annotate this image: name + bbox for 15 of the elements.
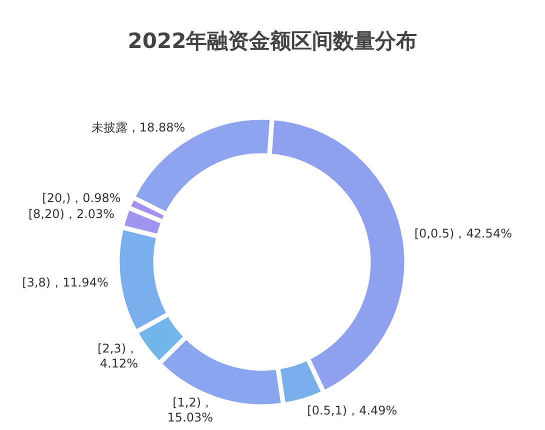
data-label: ，2.03% xyxy=(64,207,115,222)
slice-label: [0.5,1) xyxy=(307,403,348,418)
slice-label: [0,0.5) xyxy=(414,226,454,240)
slice-label: [2,3) xyxy=(98,342,126,356)
slice-label: 未披露 xyxy=(91,120,128,134)
data-label: ，4.49% xyxy=(347,403,398,418)
slice-label: [3,8) xyxy=(22,275,51,290)
data-label: ，0.98% xyxy=(70,191,121,206)
chart-title: 2022年融资金额区间数量分布 xyxy=(128,29,418,53)
slice-label: [20,) xyxy=(42,191,71,206)
data-label: ，18.88% xyxy=(127,120,186,134)
data-label: ，42.54% xyxy=(454,226,512,240)
slice-label: [1,2) xyxy=(172,396,202,410)
data-label: ，11.94% xyxy=(50,275,108,290)
slice-label: [8,20) xyxy=(28,207,64,222)
